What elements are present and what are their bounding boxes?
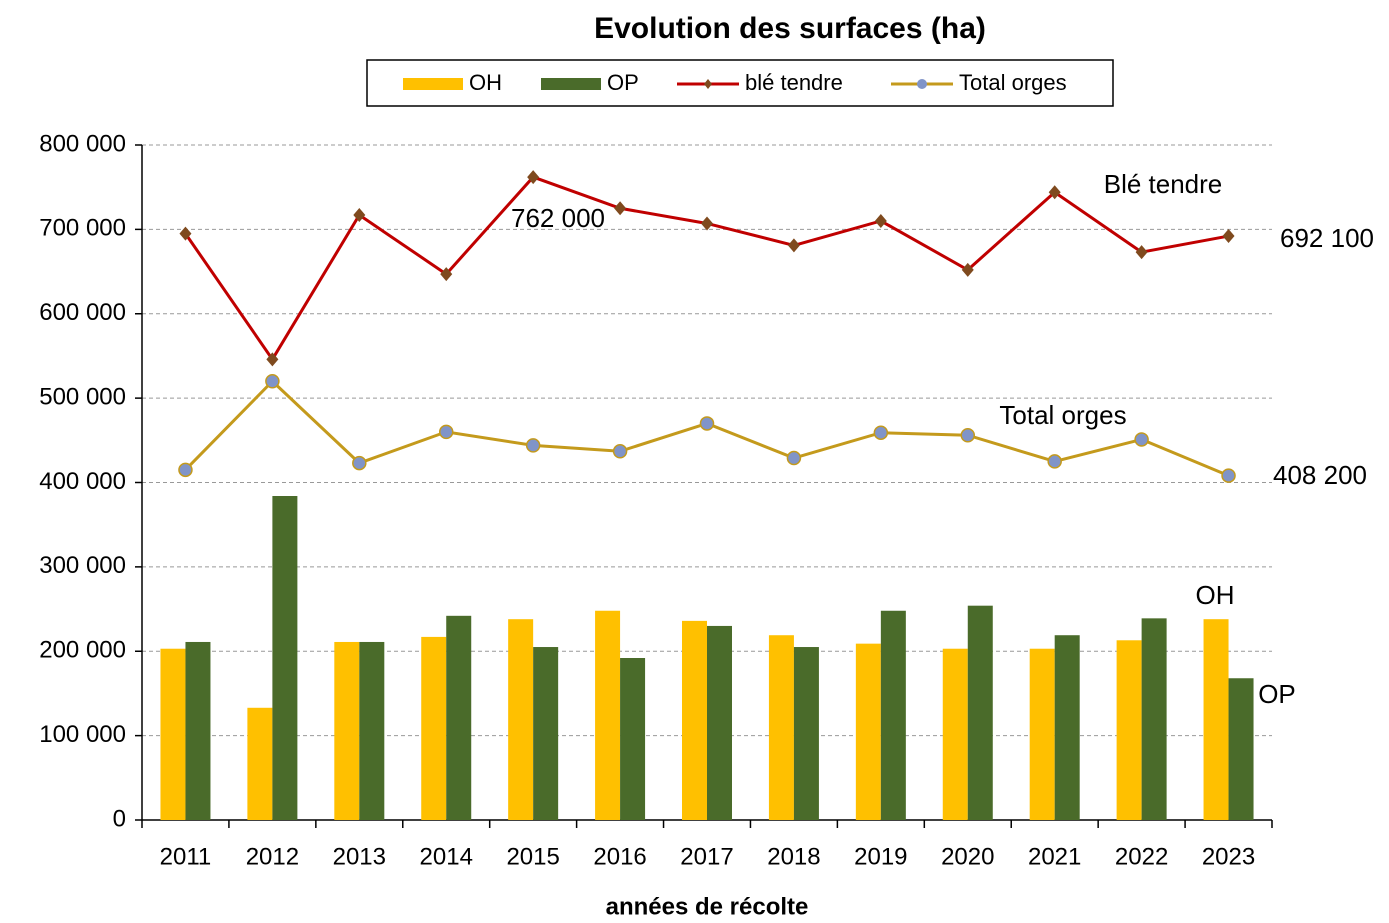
line-marker <box>440 267 453 282</box>
bar <box>160 648 186 820</box>
x-tick-label: 2014 <box>420 843 473 870</box>
legend-label: OH <box>469 70 502 95</box>
bar <box>446 615 472 820</box>
x-tick-label: 2018 <box>767 843 820 870</box>
x-tick-label: 2013 <box>333 843 386 870</box>
x-tick-label: 2015 <box>506 843 559 870</box>
line-series <box>184 175 1229 363</box>
annotation: OH <box>1196 580 1235 610</box>
line-marker <box>960 428 976 443</box>
line-marker <box>1135 245 1148 260</box>
bar <box>1116 640 1142 820</box>
bar <box>1029 648 1055 820</box>
line-marker <box>614 201 627 216</box>
bar <box>334 641 360 820</box>
bar <box>855 643 881 820</box>
line-marker <box>1134 432 1149 447</box>
legend-label: Total orges <box>959 70 1067 95</box>
line-marker <box>525 438 541 453</box>
bar <box>508 619 534 820</box>
bar <box>1141 618 1167 820</box>
line-marker <box>787 238 800 253</box>
bar <box>793 647 819 820</box>
annotation: OP <box>1258 679 1296 709</box>
bar <box>1203 619 1229 820</box>
line-marker <box>527 170 540 185</box>
bar <box>185 641 211 820</box>
line-marker <box>178 462 193 478</box>
x-tick-label: 2017 <box>680 843 733 870</box>
line-marker <box>786 450 802 466</box>
line-marker <box>873 425 889 440</box>
legend-swatch <box>403 78 463 90</box>
bar <box>272 496 298 820</box>
legend-marker <box>704 79 712 89</box>
x-tick-label: 2016 <box>593 843 646 870</box>
legend-swatch <box>541 78 601 90</box>
line-marker <box>1222 229 1235 244</box>
y-tick-label: 500 000 <box>39 383 126 410</box>
y-tick-label: 100 000 <box>39 721 126 748</box>
line-marker <box>874 213 887 228</box>
bar <box>707 625 732 820</box>
x-tick-label: 2020 <box>941 843 994 870</box>
line-marker <box>353 208 366 223</box>
bar <box>880 610 906 820</box>
line-marker <box>699 416 715 431</box>
legend-label: OP <box>607 70 639 95</box>
x-tick-label: 2019 <box>854 843 907 870</box>
line-marker <box>266 352 279 367</box>
bar <box>533 647 559 820</box>
data-label: 692 100 <box>1280 223 1374 253</box>
bar <box>1228 678 1254 820</box>
line-marker <box>1221 468 1236 483</box>
y-tick-label: 700 000 <box>39 215 126 242</box>
bar <box>595 610 621 820</box>
x-tick-label: 2021 <box>1028 843 1081 870</box>
data-label: 762 000 <box>511 203 605 233</box>
bar <box>768 635 794 820</box>
bar <box>421 636 447 820</box>
legend-marker <box>917 79 927 89</box>
bar <box>620 658 646 820</box>
data-label: 408 200 <box>1273 460 1367 490</box>
annotation: Total orges <box>999 400 1126 430</box>
y-tick-label: 800 000 <box>39 130 126 157</box>
bar <box>682 620 707 820</box>
x-tick-label: 2012 <box>246 843 299 870</box>
line-marker <box>438 424 454 440</box>
line-marker <box>701 216 713 231</box>
line-marker <box>961 262 974 277</box>
y-tick-label: 600 000 <box>39 299 126 326</box>
y-tick-label: 0 <box>113 805 126 832</box>
x-tick-label: 2022 <box>1115 843 1168 870</box>
y-tick-label: 400 000 <box>39 468 126 495</box>
bar <box>247 707 273 820</box>
chart-title: Evolution des surfaces (ha) <box>594 12 986 45</box>
annotation: Blé tendre <box>1104 169 1223 199</box>
line-marker <box>265 374 280 389</box>
line-marker <box>612 444 628 459</box>
bar <box>942 648 968 820</box>
x-tick-label: 2023 <box>1202 843 1255 870</box>
y-tick-label: 300 000 <box>39 552 126 579</box>
bar <box>967 605 993 820</box>
line-marker <box>179 226 192 241</box>
bar <box>359 641 385 820</box>
legend-box <box>366 59 1114 107</box>
y-tick-label: 200 000 <box>39 637 126 664</box>
line-marker <box>352 455 367 471</box>
line-marker <box>1047 454 1062 469</box>
legend-label: blé tendre <box>745 70 843 95</box>
x-tick-label: 2011 <box>160 843 212 870</box>
x-axis-title: années de récolte <box>606 893 809 920</box>
bar <box>1054 635 1080 820</box>
line-marker <box>1048 185 1061 200</box>
